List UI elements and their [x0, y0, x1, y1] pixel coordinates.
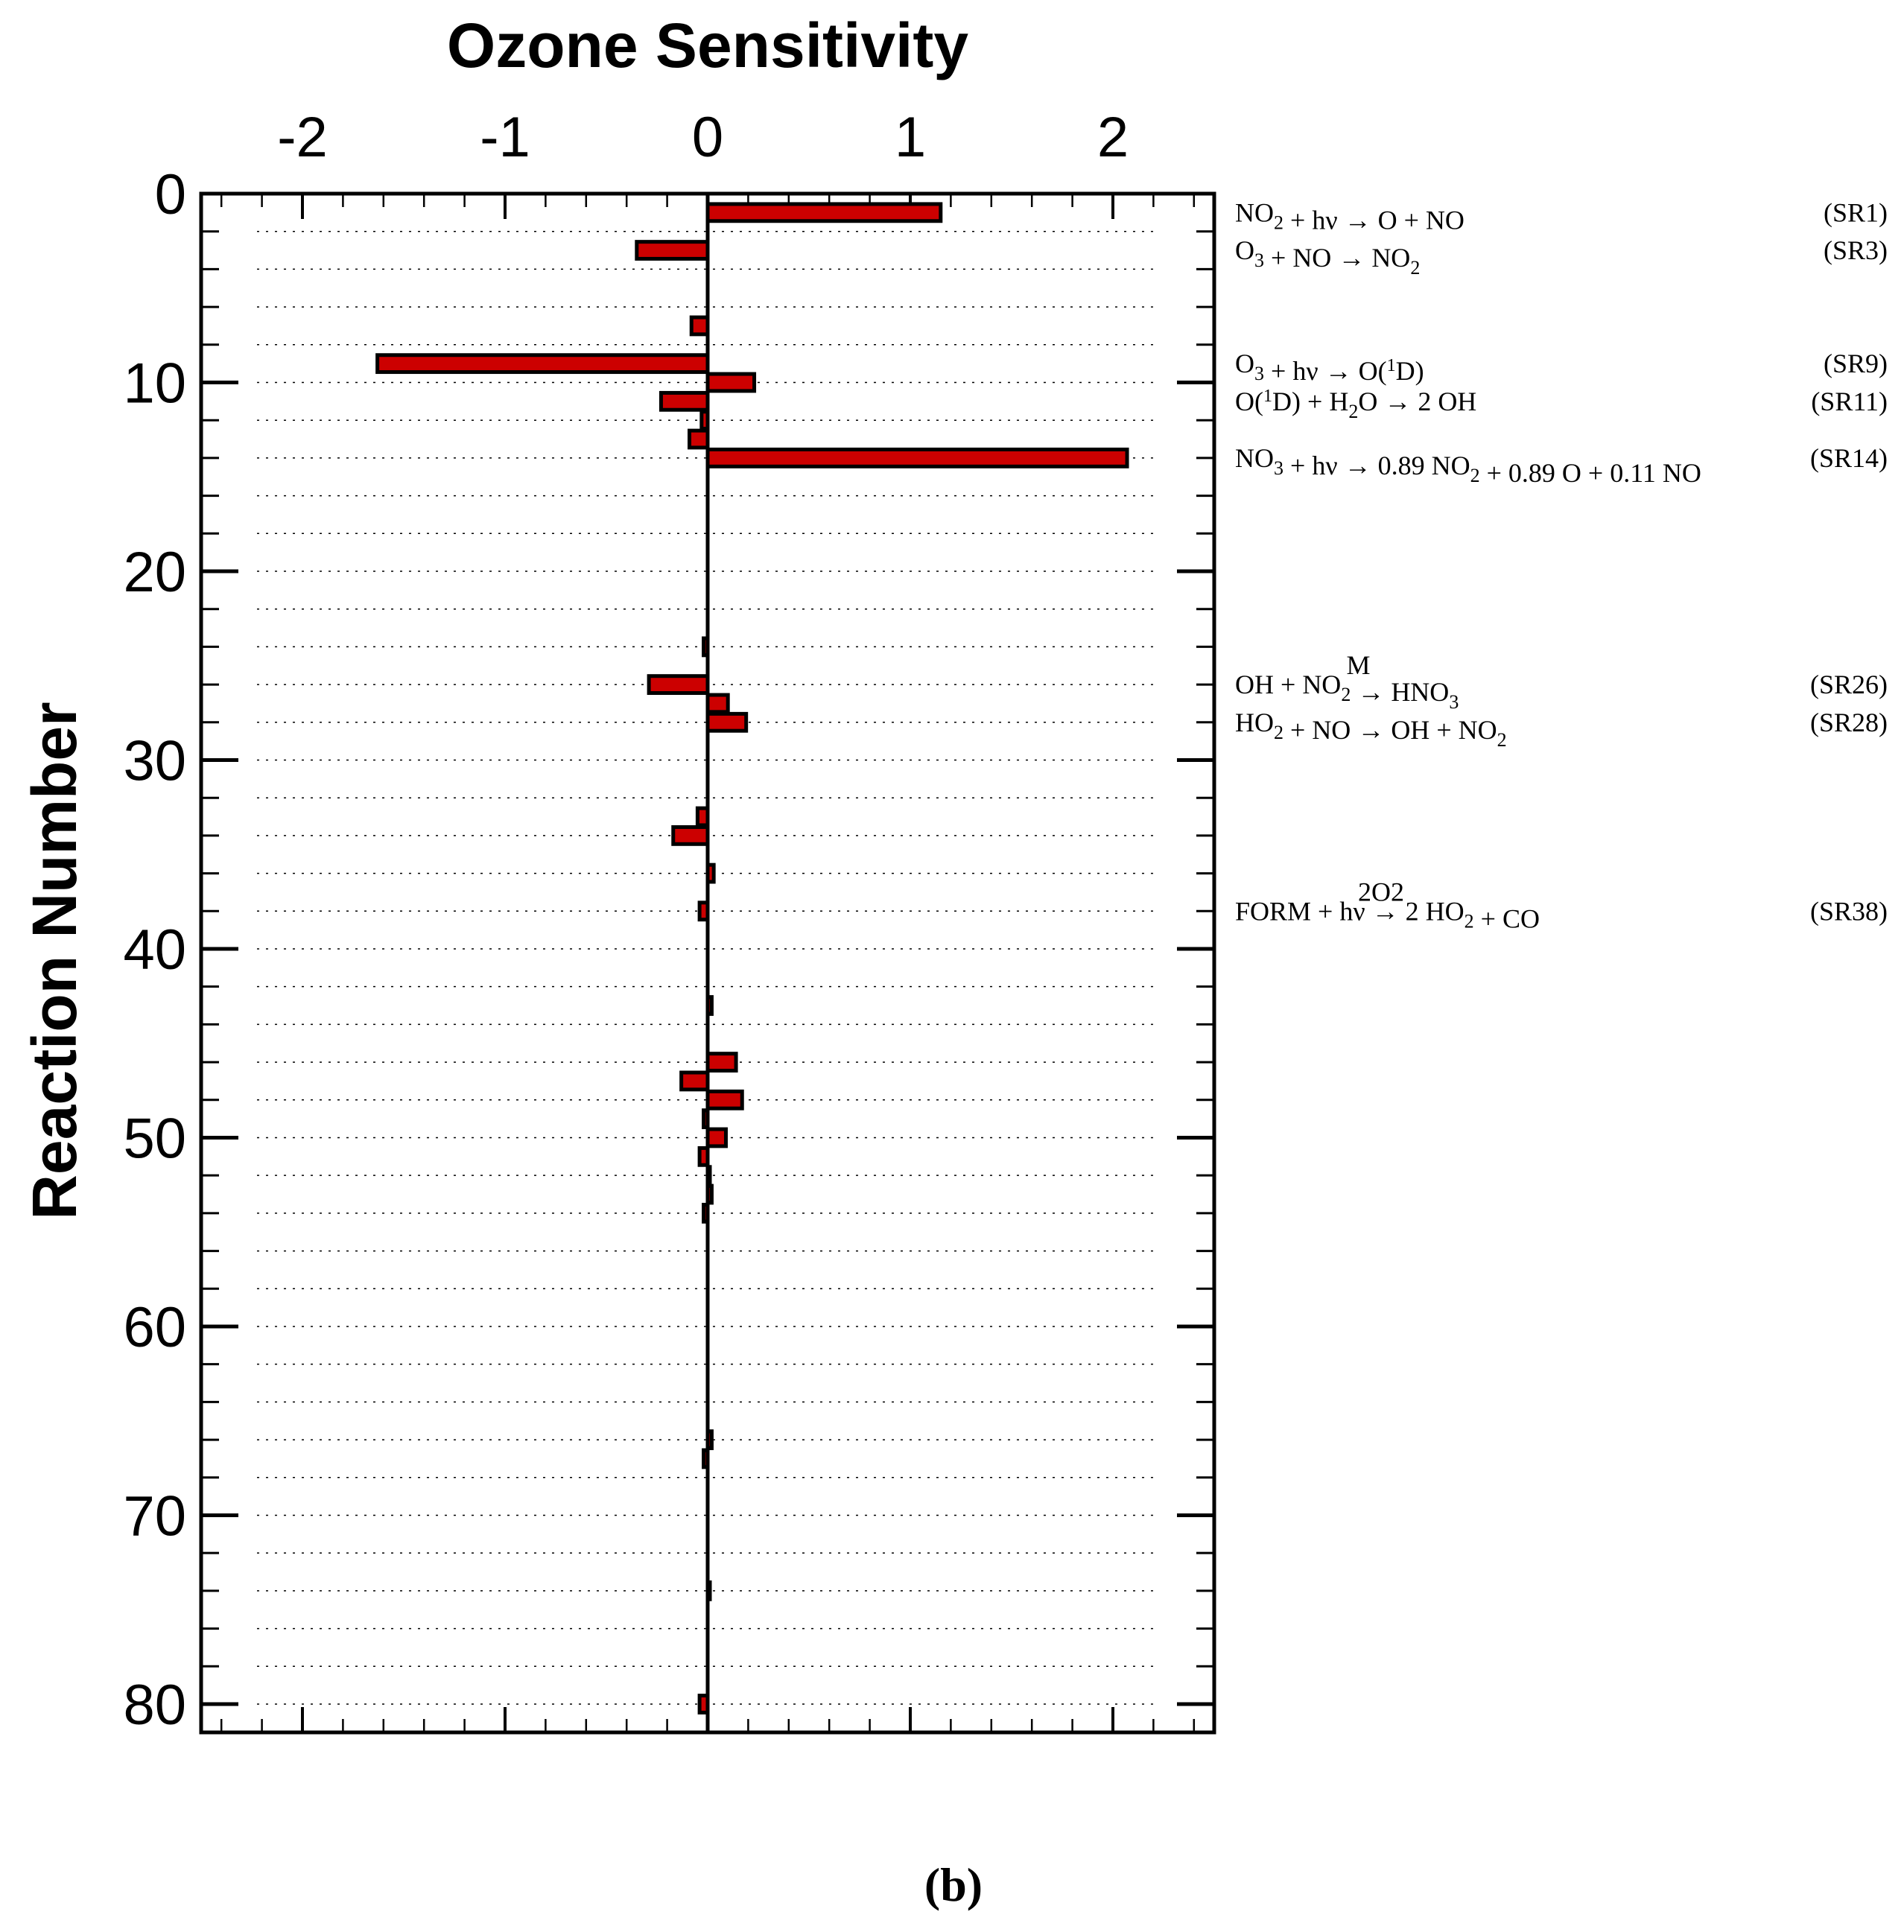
reaction-equation: O3 + hν → O(1D) — [1235, 349, 1424, 386]
reaction-equation: OH + NO2 → HNO3 — [1235, 670, 1459, 713]
y-tick-label: 50 — [123, 1107, 186, 1170]
bar-reaction-28 — [705, 711, 749, 733]
x-tick-label: 0 — [692, 106, 723, 169]
y-tick-label: 70 — [123, 1484, 186, 1548]
reaction-equation: HO2 + NO → OH + NO2 — [1235, 708, 1507, 751]
bar-reaction-27 — [705, 693, 730, 714]
y-axis-title: Reaction Number — [19, 702, 89, 1219]
reaction-id: (SR3) — [1824, 235, 1888, 265]
bar-reaction-46 — [705, 1052, 738, 1073]
x-tick-label: 2 — [1097, 106, 1129, 169]
y-tick-label: 80 — [123, 1674, 186, 1737]
annotation-sr9: O3 + hν → O(1D) (SR9) — [1235, 349, 1888, 386]
arrow-label: M — [1347, 650, 1371, 680]
reaction-id: (SR26) — [1810, 670, 1888, 699]
reaction-id: (SR9) — [1824, 349, 1888, 378]
bar-reaction-34 — [671, 824, 710, 846]
bar-reaction-9 — [375, 353, 710, 375]
y-tick-label: 10 — [123, 352, 186, 415]
bar-reaction-10 — [705, 372, 757, 393]
annotation-sr14: NO3 + hν → 0.89 NO2 + 0.89 O + 0.11 NO (S… — [1235, 443, 1888, 488]
reaction-equation: NO3 + hν → 0.89 NO2 + 0.89 O + 0.11 NO — [1235, 443, 1701, 488]
bar-reaction-26 — [647, 674, 710, 695]
bar-reaction-13 — [688, 428, 710, 450]
reaction-annotations: NO2 + hν → O + NO (SR1) O3 + NO → NO2 (SR3)… — [1235, 197, 1888, 933]
bar-reaction-1 — [705, 202, 943, 223]
annotation-sr28: HO2 + NO → OH + NO2 (SR28) — [1235, 708, 1888, 751]
figure-caption: (b) — [924, 1858, 983, 1911]
x-tick-label: 1 — [895, 106, 926, 169]
x-tick-label: -1 — [480, 106, 530, 169]
annotation-sr3: O3 + NO → NO2 (SR3) — [1235, 235, 1888, 279]
reaction-equation: O(1D) + H2O → 2 OH — [1235, 387, 1476, 422]
plot-frame — [199, 191, 1216, 1735]
reaction-id: (SR14) — [1810, 443, 1888, 473]
x-axis-title: Ozone Sensitivity — [447, 10, 968, 80]
reaction-id: (SR11) — [1811, 387, 1888, 416]
reaction-equation: NO2 + hν → O + NO — [1235, 197, 1465, 235]
bar-reaction-11 — [659, 390, 710, 412]
bar-reaction-50 — [705, 1127, 728, 1148]
grid-lines — [257, 230, 1158, 1705]
bar-reaction-47 — [679, 1070, 710, 1092]
bars — [375, 202, 1129, 1715]
annotation-sr11: O(1D) + H2O → 2 OH (SR11) — [1235, 387, 1888, 422]
bar-reaction-48 — [705, 1089, 744, 1110]
y-tick-label: 30 — [123, 729, 186, 792]
y-tick-label: 60 — [123, 1296, 186, 1359]
reaction-id: (SR28) — [1810, 708, 1888, 737]
bar-reaction-3 — [635, 240, 710, 261]
arrow-label: 2O2 — [1358, 877, 1404, 906]
bar-reaction-7 — [689, 315, 710, 337]
y-tick-label: 0 — [155, 163, 186, 226]
reaction-id: (SR1) — [1824, 197, 1888, 227]
reaction-equation: FORM + hν → 2 HO2 + CO — [1235, 896, 1540, 933]
reaction-id: (SR38) — [1810, 896, 1888, 926]
x-tick-labels: -2 -1 0 1 2 — [277, 106, 1129, 169]
y-tick-label: 20 — [123, 541, 186, 604]
y-tick-label: 40 — [123, 918, 186, 982]
y-tick-labels: 0 10 20 30 40 50 60 70 80 — [123, 163, 186, 1737]
annotation-sr1: NO2 + hν → O + NO (SR1) — [1235, 197, 1888, 235]
x-tick-label: -2 — [277, 106, 328, 169]
bar-reaction-14 — [705, 447, 1129, 468]
reaction-equation: O3 + NO → NO2 — [1235, 235, 1420, 279]
